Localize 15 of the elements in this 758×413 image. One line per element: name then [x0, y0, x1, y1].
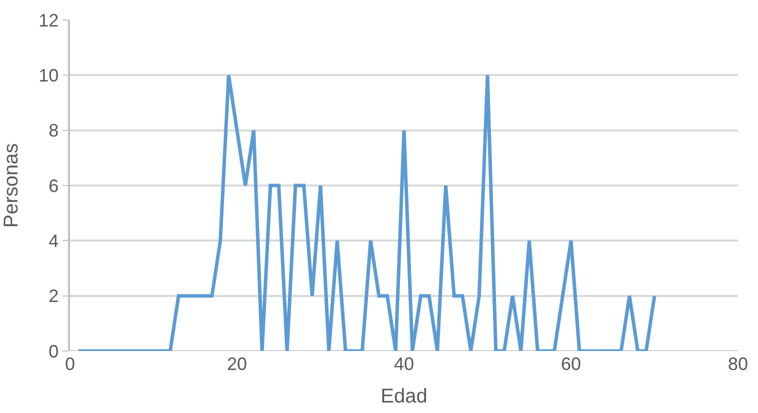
y-axis-title: Personas: [0, 143, 23, 228]
y-tick-label: 12: [38, 10, 59, 30]
y-tick-label: 10: [38, 65, 59, 86]
y-tick-label: 2: [48, 286, 59, 306]
x-tick-label: 0: [64, 354, 76, 374]
x-tick-label: 20: [226, 354, 248, 374]
x-tick-label: 80: [728, 354, 748, 374]
line-series: [76, 73, 656, 351]
x-axis-title: Edad: [380, 386, 428, 408]
y-tick-label: 8: [48, 120, 59, 141]
y-tick-label: 4: [48, 230, 59, 251]
y-tick-label: 6: [48, 176, 59, 196]
y-tick-label: 0: [48, 341, 59, 362]
x-tick-label: 40: [394, 354, 414, 374]
x-tick-label: 60: [560, 354, 582, 374]
